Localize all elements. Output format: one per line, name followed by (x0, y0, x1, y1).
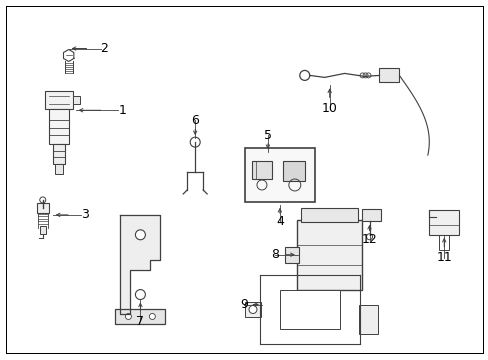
Circle shape (248, 306, 256, 314)
Polygon shape (120, 215, 160, 315)
Text: 6: 6 (191, 114, 199, 127)
Bar (244, 148, 314, 202)
Bar (40, 226, 46, 234)
Circle shape (125, 314, 131, 319)
Bar (6, 6, 482, 7)
Text: 10: 10 (321, 102, 337, 115)
Bar (361, 209, 381, 221)
Circle shape (135, 230, 145, 240)
Bar (279, 289, 339, 329)
Bar (428, 210, 458, 235)
Bar (244, 302, 261, 318)
Bar (73, 96, 80, 104)
Bar (297, 220, 361, 289)
Bar (53, 144, 64, 164)
Bar (37, 203, 49, 213)
Bar (49, 109, 68, 144)
Text: 9: 9 (240, 298, 247, 311)
Text: 5: 5 (264, 129, 271, 142)
Bar (251, 161, 271, 179)
Text: 11: 11 (435, 251, 451, 264)
Bar (285, 247, 299, 263)
Text: 4: 4 (275, 215, 283, 228)
Text: 12: 12 (361, 233, 377, 246)
Text: 1: 1 (118, 104, 126, 117)
Bar (6, 6, 7, 354)
Circle shape (135, 289, 145, 300)
Bar (282, 161, 304, 181)
Bar (115, 310, 165, 324)
Text: 3: 3 (81, 208, 88, 221)
Bar (55, 164, 62, 174)
Bar (482, 6, 483, 354)
Text: 7: 7 (136, 315, 144, 328)
Circle shape (149, 314, 155, 319)
Text: 8: 8 (270, 248, 278, 261)
Bar (45, 91, 73, 109)
Bar (301, 208, 357, 222)
Bar (358, 305, 378, 334)
Bar (6, 353, 482, 354)
Bar (379, 68, 399, 82)
Text: 2: 2 (101, 42, 108, 55)
